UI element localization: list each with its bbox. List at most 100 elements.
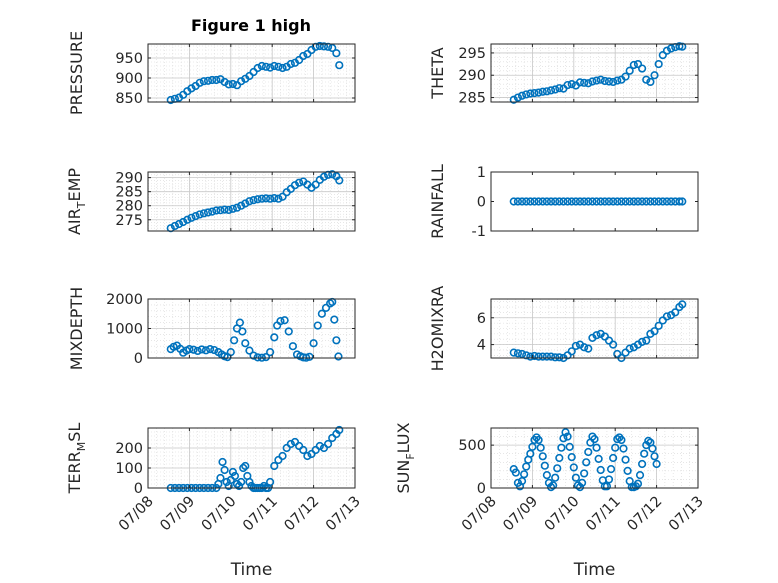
subplot-pressure: 850 900 950 PRESSURE bbox=[67, 31, 356, 115]
y-tick-label: 900 bbox=[115, 71, 143, 87]
data-point bbox=[658, 316, 667, 325]
data-point bbox=[625, 197, 634, 206]
data-point bbox=[332, 336, 341, 345]
data-point bbox=[609, 453, 618, 463]
data-point bbox=[274, 194, 283, 203]
data-point bbox=[270, 61, 279, 71]
data-point bbox=[266, 348, 275, 357]
data-point bbox=[650, 197, 659, 206]
data-point bbox=[592, 331, 601, 340]
data-point bbox=[189, 345, 198, 354]
data-point bbox=[596, 465, 605, 475]
data-point bbox=[584, 79, 593, 88]
data-point bbox=[571, 197, 580, 206]
data-point bbox=[526, 352, 535, 361]
y-axis-label: THETA bbox=[428, 47, 447, 99]
data-point bbox=[513, 349, 523, 358]
data-point bbox=[276, 317, 285, 326]
data-point bbox=[546, 197, 556, 206]
data-point bbox=[633, 479, 643, 488]
data-point bbox=[278, 63, 287, 73]
data-point bbox=[538, 452, 547, 461]
data-point bbox=[546, 352, 556, 361]
data-point bbox=[526, 197, 535, 206]
data-point bbox=[259, 481, 269, 491]
data-point bbox=[253, 63, 262, 73]
subplot-h2omixra: 4 6 H2OMIXRA bbox=[428, 286, 699, 371]
data-point bbox=[220, 77, 229, 87]
axes-box bbox=[490, 427, 699, 489]
data-point bbox=[257, 61, 266, 71]
data-point bbox=[193, 346, 202, 356]
data-point bbox=[212, 206, 221, 215]
y-axis-label: MIXDEPTH bbox=[67, 287, 86, 370]
data-point bbox=[245, 197, 254, 206]
data-point bbox=[203, 76, 213, 85]
data-point bbox=[517, 91, 527, 100]
y-tick-label: 0 bbox=[134, 351, 143, 367]
data-point bbox=[592, 443, 601, 452]
data-point bbox=[642, 336, 651, 345]
data-point bbox=[662, 312, 672, 321]
data-point bbox=[654, 321, 663, 330]
data-point bbox=[530, 197, 539, 206]
data-point bbox=[232, 479, 242, 489]
data-point bbox=[201, 346, 211, 355]
data-point bbox=[286, 59, 295, 69]
data-point bbox=[658, 197, 667, 206]
data-point bbox=[561, 428, 570, 437]
data-point bbox=[565, 442, 574, 451]
data-point bbox=[303, 451, 312, 461]
data-point bbox=[170, 221, 180, 231]
data-point bbox=[633, 197, 643, 206]
data-point bbox=[195, 78, 204, 87]
data-point bbox=[199, 77, 208, 86]
data-point bbox=[563, 432, 572, 441]
axes-box bbox=[490, 298, 699, 359]
data-point bbox=[555, 453, 564, 463]
data-point bbox=[650, 327, 659, 336]
data-point bbox=[522, 197, 531, 206]
subplot-theta: 285 290 295 THETA bbox=[428, 42, 699, 107]
data-point bbox=[571, 341, 580, 351]
data-point bbox=[604, 336, 614, 345]
data-point bbox=[621, 455, 630, 464]
y-tick-label: 285 bbox=[115, 185, 143, 201]
data-point bbox=[520, 470, 529, 479]
data-point bbox=[224, 205, 233, 215]
data-point bbox=[551, 197, 560, 206]
data-point bbox=[652, 459, 661, 469]
data-point bbox=[613, 435, 622, 444]
data-point bbox=[638, 337, 647, 347]
data-point bbox=[530, 88, 539, 98]
data-point bbox=[278, 451, 287, 461]
y-tick-label: 4 bbox=[477, 338, 486, 354]
data-point bbox=[650, 452, 659, 461]
data-point bbox=[577, 478, 587, 487]
data-point bbox=[650, 71, 659, 80]
data-point bbox=[220, 465, 229, 475]
data-point bbox=[675, 197, 684, 206]
data-point bbox=[600, 332, 609, 341]
x-axis-label: Time bbox=[230, 560, 273, 580]
data-point bbox=[522, 90, 531, 99]
data-point bbox=[542, 352, 551, 361]
data-point bbox=[638, 64, 647, 73]
data-point bbox=[580, 197, 589, 206]
data-point bbox=[334, 352, 343, 361]
data-point bbox=[257, 194, 266, 203]
data-point bbox=[623, 466, 632, 475]
data-point bbox=[261, 194, 271, 203]
data-point bbox=[654, 197, 663, 206]
y-axis-label: RAINFALL bbox=[428, 164, 447, 239]
data-point bbox=[600, 76, 609, 86]
data-point bbox=[613, 197, 622, 206]
data-point bbox=[245, 477, 254, 487]
data-point bbox=[328, 43, 337, 53]
data-point bbox=[575, 483, 585, 492]
y-tick-label: 285 bbox=[458, 91, 486, 107]
data-point bbox=[270, 333, 279, 342]
data-point bbox=[553, 464, 562, 473]
data-point bbox=[534, 352, 543, 361]
y-tick-label: 0 bbox=[477, 481, 486, 497]
